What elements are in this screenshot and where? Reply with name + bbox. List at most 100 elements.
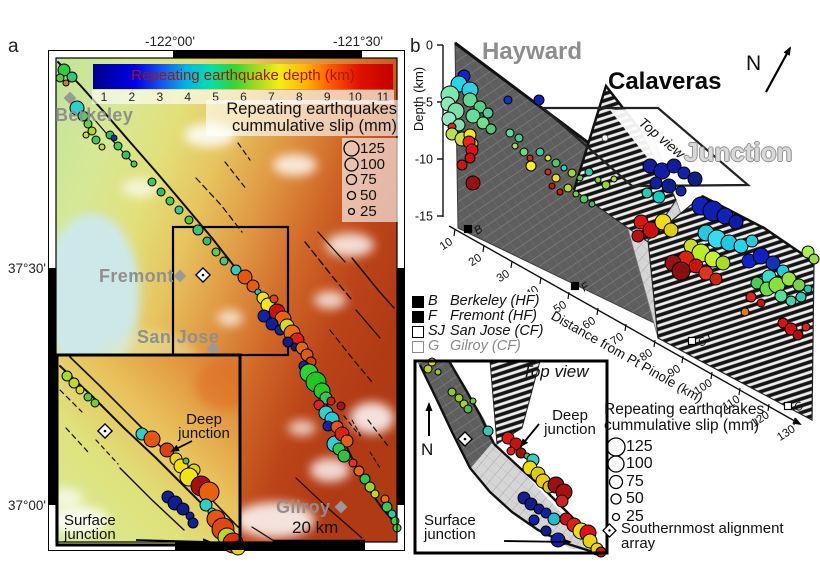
- earthquake-circle: [98, 143, 106, 151]
- city-label-berkeley: Berkeley: [55, 105, 134, 125]
- earthquake-circle: [447, 387, 457, 397]
- slip-circle-icon: [611, 512, 621, 521]
- earthquake-circle: [533, 94, 545, 106]
- earthquake-circle: [66, 71, 78, 83]
- earthquake-circle: [715, 255, 731, 271]
- station-name: Berkeley (HF): [450, 292, 540, 309]
- earthquake-circle: [563, 183, 573, 193]
- earthquake-circle: [663, 222, 679, 238]
- filled-square-icon: [412, 310, 424, 323]
- earthquake-circle: [359, 473, 371, 485]
- colorbar-tick: 9: [323, 90, 331, 104]
- earthquake-circle: [176, 502, 190, 516]
- colorbar-tick: 5: [212, 90, 219, 104]
- earthquake-circle: [687, 171, 703, 187]
- earthquake-circle: [503, 95, 513, 105]
- station-abbr: F: [428, 307, 437, 324]
- slip-legend-rows: 125 100 75 50 25: [343, 140, 386, 220]
- earthquake-circle: [326, 396, 336, 406]
- scale-bar-label: 20 km: [292, 518, 339, 537]
- earthquake-circle: [560, 164, 568, 172]
- station-legend-row: F Fremont (HF): [412, 307, 543, 324]
- colorbar-tick: 6: [240, 90, 247, 104]
- distance-tick-label: 10: [438, 236, 455, 253]
- earthquake-circle: [551, 173, 561, 183]
- station-legend-row: G Gilroy (CF): [412, 338, 543, 354]
- surface-junction-line2: junction: [64, 526, 116, 543]
- earthquake-circles-3d: [440, 69, 820, 341]
- earthquake-circle: [785, 295, 797, 307]
- earthquake-circle: [75, 385, 85, 395]
- earthquake-circle: [87, 126, 97, 136]
- north-label-inset: N: [421, 440, 434, 459]
- distance-tick-label: 90: [666, 363, 683, 380]
- earthquake-circle: [211, 247, 221, 257]
- surface-junction-label-topview: Surface junction: [424, 513, 508, 542]
- earthquake-circle: [462, 92, 478, 108]
- earthquake-circle: [434, 368, 442, 376]
- colorbar-tick: 8: [295, 90, 303, 104]
- earthquake-circle: [370, 489, 380, 499]
- earthquake-circle: [182, 457, 190, 465]
- earthquake-circle: [110, 134, 118, 142]
- earthquake-circle: [257, 309, 271, 323]
- slip-legend-row: 100: [343, 155, 386, 173]
- slip-legend-value: 100: [626, 455, 653, 473]
- fault-3d-panel: 0-5-10-15 102030405060708090100110120130…: [413, 39, 820, 558]
- alignment-array-icon: [602, 523, 617, 538]
- earthquake-circle: [91, 135, 101, 145]
- slip-circle-icon: [343, 140, 360, 157]
- earthquake-circle: [121, 150, 131, 160]
- earthquake-circle: [661, 178, 677, 194]
- top-view-slice-fill: [610, 108, 742, 184]
- slip-legend-value: 100: [360, 155, 386, 173]
- earthquake-circle: [77, 110, 89, 122]
- surface-junction-label: Surface junction: [64, 513, 142, 543]
- alignment-array-diamond-inset: [96, 422, 114, 440]
- fault-line: [367, 419, 389, 447]
- earthquake-circle: [336, 401, 346, 411]
- slip-circle-icon: [347, 207, 356, 215]
- surface-junction-arrow-topview: [503, 538, 572, 546]
- junction-label: Junction: [684, 137, 793, 167]
- fault-line: [351, 419, 363, 439]
- earthquake-circle: [808, 253, 820, 265]
- earthquake-circle: [511, 142, 519, 150]
- deep-junction-line1: Deep: [186, 411, 222, 428]
- earthquake-circle: [544, 168, 552, 176]
- southernmost-legend: Southernmost alignment array: [602, 521, 784, 551]
- earthquake-circle: [282, 336, 294, 348]
- earthquake-circle: [130, 160, 138, 168]
- earthquake-circle: [265, 317, 279, 331]
- earthquake-circle: [113, 141, 123, 151]
- slip-legend-value: 125: [360, 140, 386, 158]
- earthquake-circle: [584, 167, 594, 177]
- fault-line: [237, 142, 251, 161]
- earthquake-circle: [540, 507, 552, 519]
- distance-tick-label: 130: [775, 423, 798, 444]
- earthquake-circle: [555, 494, 569, 508]
- earthquake-circle: [728, 214, 744, 230]
- earthquake-circle: [752, 247, 770, 265]
- slip-legend-value: 50: [360, 187, 377, 205]
- earthquake-circle: [526, 154, 534, 162]
- slip-legend-row: 25: [606, 508, 653, 526]
- earthquake-circle: [465, 175, 481, 191]
- north-arrow: [765, 46, 791, 93]
- colorbar-title: Repeating earthquake depth (km): [131, 67, 355, 84]
- depth-tick-label: -10: [415, 153, 433, 167]
- earthquake-circle: [83, 392, 93, 402]
- earthquake-circle: [801, 322, 811, 332]
- distance-tick-label: 70: [609, 331, 626, 348]
- slip-legend-row: 125: [343, 140, 386, 158]
- colorbar-tick: 2: [128, 90, 136, 104]
- earthquake-circle: [756, 298, 766, 308]
- city-label-fremont: Fremont: [99, 266, 174, 286]
- slip-legend-b-line2: cummulative slip (mm): [604, 416, 760, 434]
- slip-legend-title: Repeating earthquakes cummulative slip (…: [204, 101, 397, 134]
- earthquake-circle: [576, 174, 584, 182]
- north-label: N: [746, 52, 762, 75]
- earthquake-circle: [463, 404, 473, 414]
- earthquake-circle: [525, 160, 537, 172]
- deep-junction-label-topview: Deep junction: [537, 408, 603, 437]
